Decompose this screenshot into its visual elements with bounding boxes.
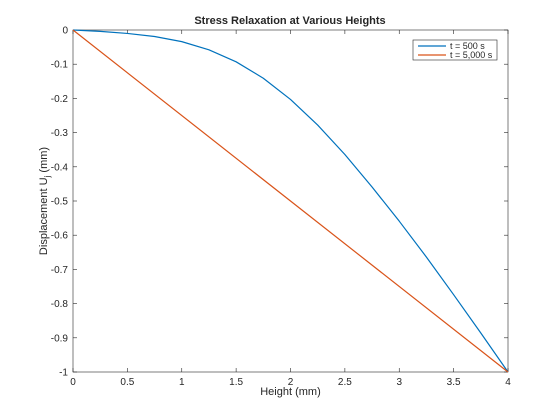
y-tick-label-6: -0.6 [51,231,69,242]
x-tick-label-2: 1 [179,377,185,388]
x-tick-label-0: 0 [70,377,76,388]
y-tick-label-10: -1 [59,368,68,379]
chart-title: Stress Relaxation at Various Heights [194,15,385,27]
series-lines [72,29,509,373]
y-axis-label: Displacement Uj (mm) [38,147,52,255]
x-axis-tick-labels: 0 0.5 1 1.5 2 2.5 3 3.5 4 [70,377,511,388]
y-tick-label-5: -0.5 [51,197,69,208]
legend-label-series-1: t = 500 s [450,41,485,51]
y-axis-tick-labels: 0 -0.1 -0.2 -0.3 -0.4 -0.5 -0.6 -0.7 -0.8 -0.9 -1 [51,26,69,379]
y-tick-label-1: -0.1 [51,60,69,71]
y-tick-label-3: -0.3 [51,128,69,139]
y-tick-label-4: -0.4 [51,162,69,173]
y-tick-label-2: -0.2 [51,94,69,105]
y-tick-label-7: -0.7 [51,265,69,276]
x-tick-label-3: 1.5 [229,377,243,388]
y-tick-label-8: -0.8 [51,299,69,310]
y-axis-label-main: Displacement U [38,177,50,255]
legend-label-series-2: t = 5,000 s [450,50,493,60]
x-tick-label-5: 2.5 [338,377,352,388]
legend: t = 500 s t = 5,000 s [412,39,498,61]
x-tick-label-6: 3 [396,377,402,388]
x-tick-label-4: 2 [288,377,294,388]
series-line-2 [72,29,509,373]
series-line-1 [72,29,509,373]
y-tick-label-9: -0.9 [51,333,69,344]
x-axis-label: Height (mm) [260,386,321,398]
x-tick-label-1: 0.5 [120,377,134,388]
x-tick-label-8: 4 [505,377,511,388]
y-axis-label-subscript: j [43,175,52,178]
x-tick-label-7: 3.5 [447,377,461,388]
y-tick-label-0: 0 [62,26,68,37]
y-axis-label-unit: (mm) [38,147,50,176]
